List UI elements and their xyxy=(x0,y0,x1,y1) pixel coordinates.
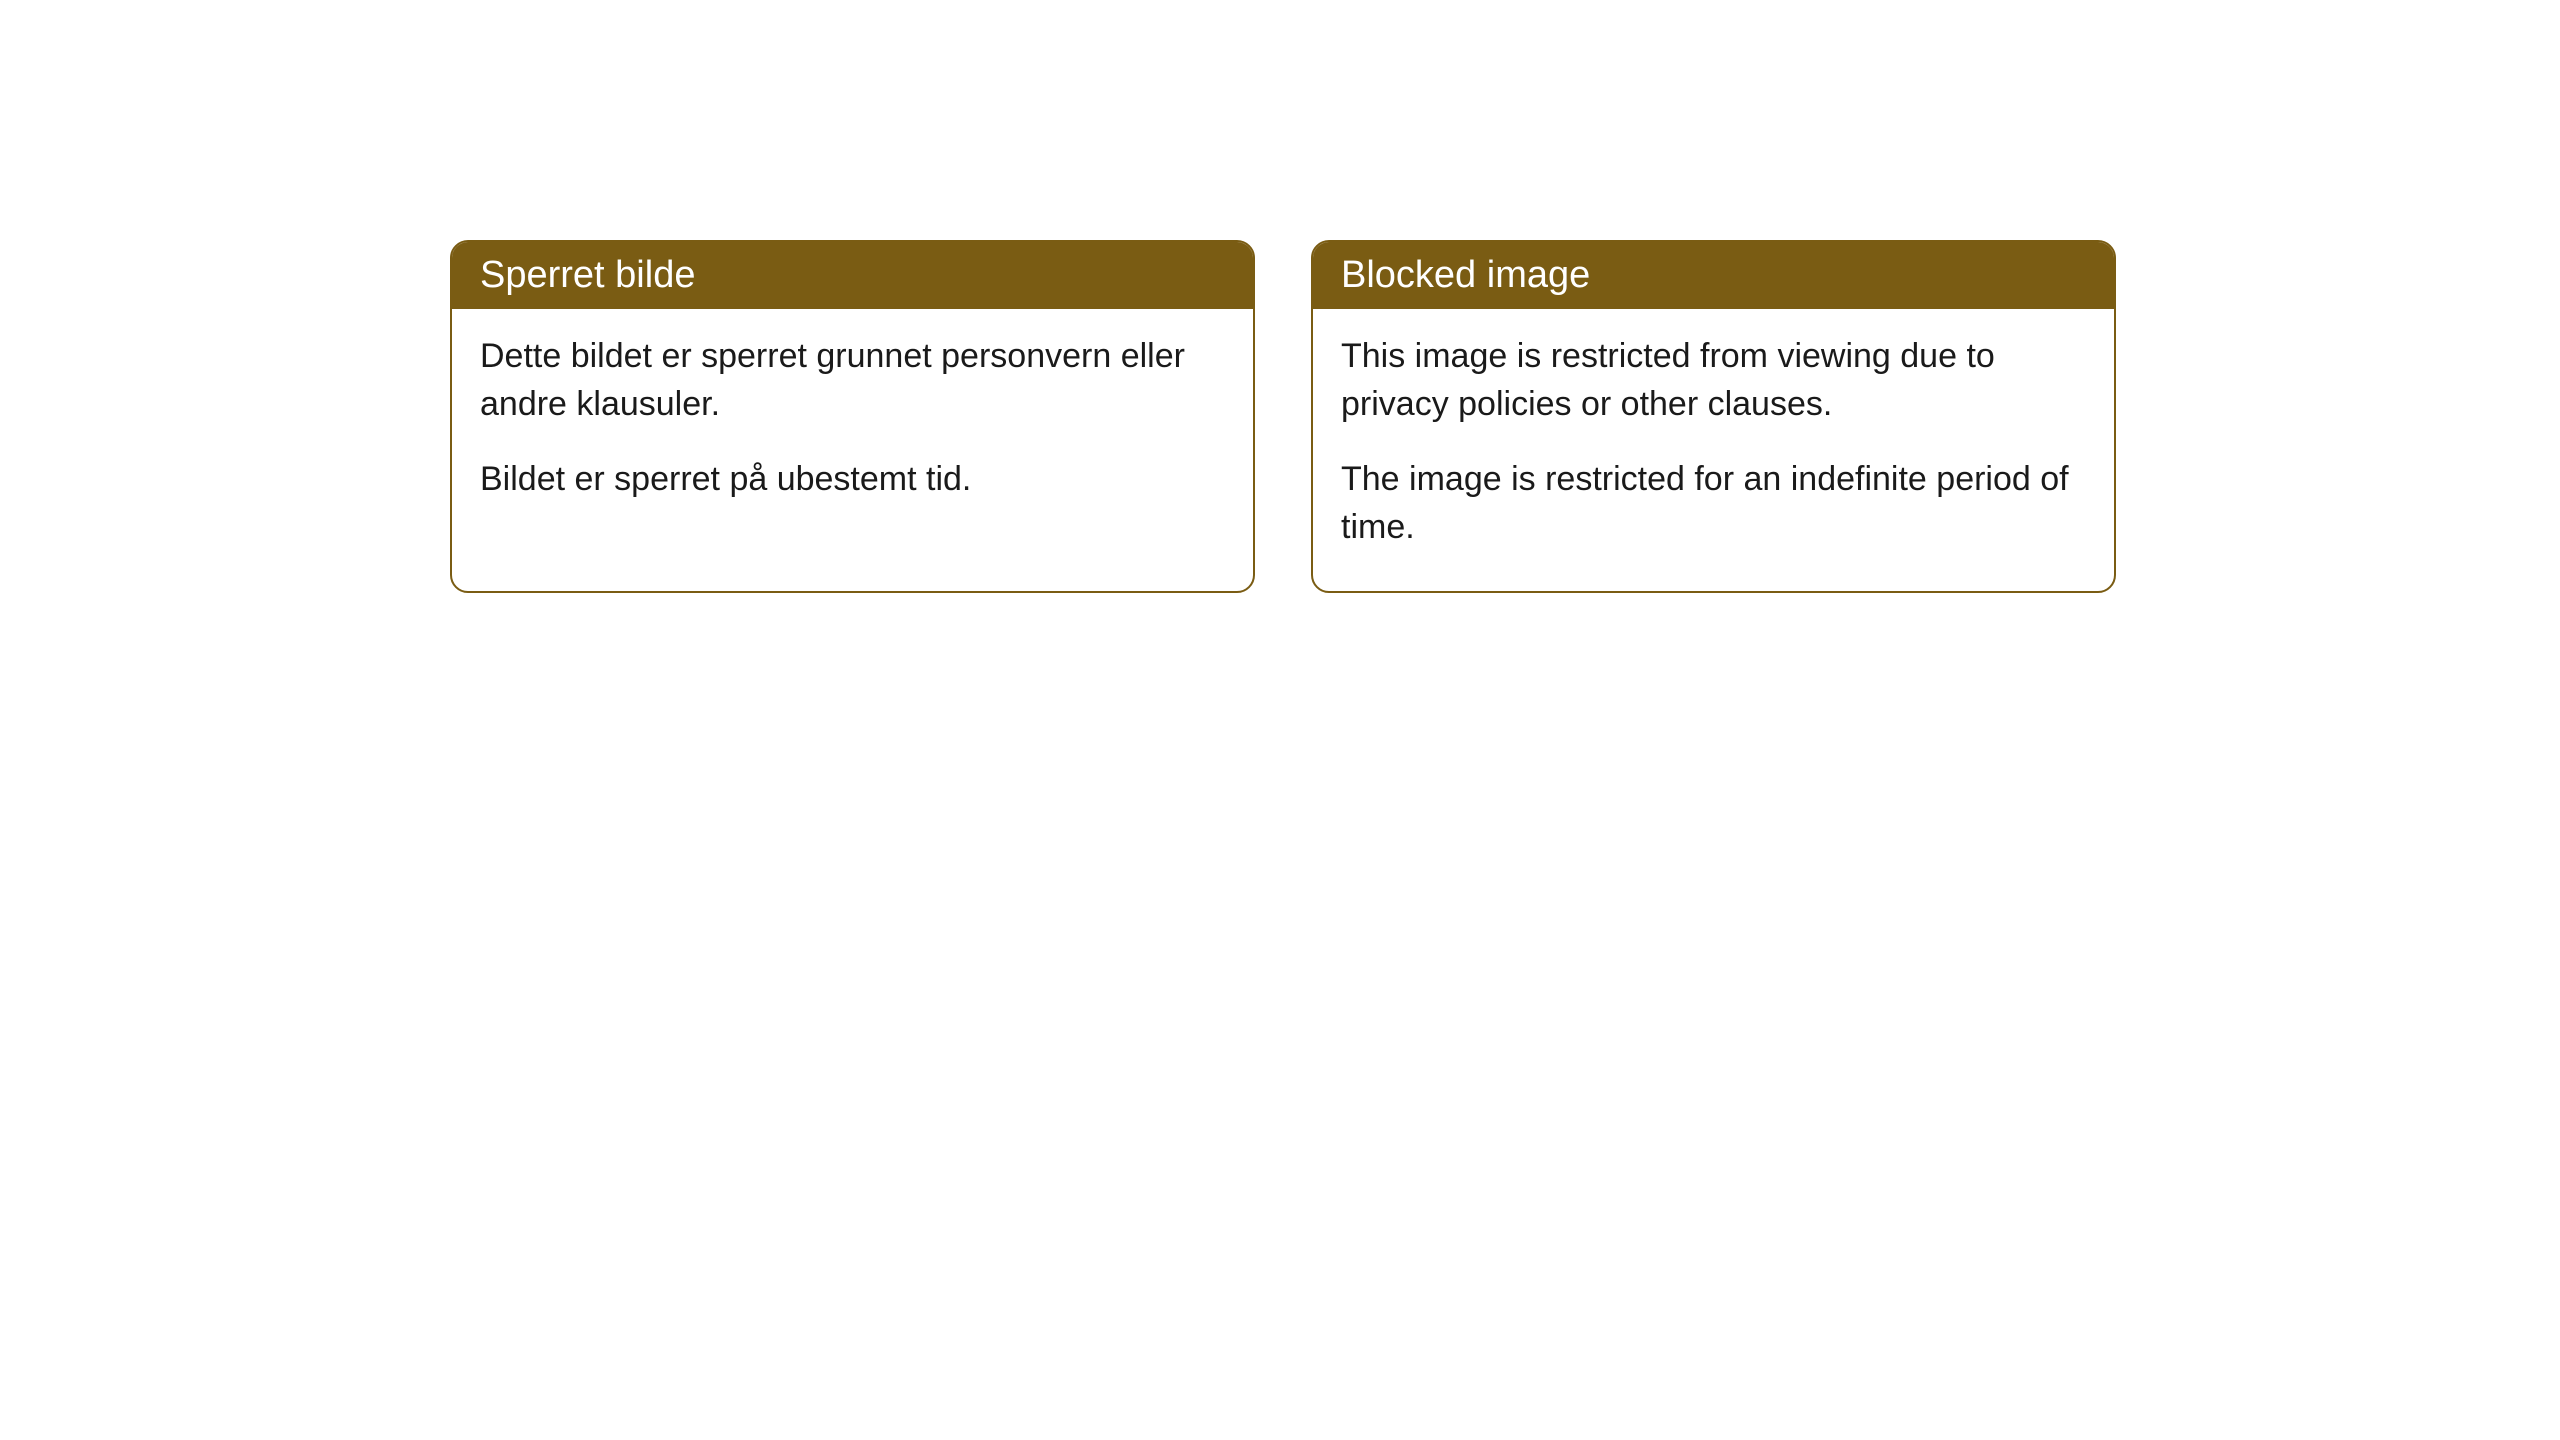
card-body-english: This image is restricted from viewing du… xyxy=(1313,309,2114,591)
card-title-norwegian: Sperret bilde xyxy=(480,254,695,296)
card-text-norwegian-1: Dette bildet er sperret grunnet personve… xyxy=(480,333,1225,428)
card-header-norwegian: Sperret bilde xyxy=(452,242,1253,309)
card-title-english: Blocked image xyxy=(1341,254,1590,296)
blocked-image-card-english: Blocked image This image is restricted f… xyxy=(1311,240,2116,593)
card-header-english: Blocked image xyxy=(1313,242,2114,309)
blocked-image-card-norwegian: Sperret bilde Dette bildet er sperret gr… xyxy=(450,240,1255,593)
card-text-english-2: The image is restricted for an indefinit… xyxy=(1341,456,2086,551)
card-body-norwegian: Dette bildet er sperret grunnet personve… xyxy=(452,309,1253,544)
card-text-english-1: This image is restricted from viewing du… xyxy=(1341,333,2086,428)
card-text-norwegian-2: Bildet er sperret på ubestemt tid. xyxy=(480,456,1225,504)
notice-container: Sperret bilde Dette bildet er sperret gr… xyxy=(0,0,2560,593)
